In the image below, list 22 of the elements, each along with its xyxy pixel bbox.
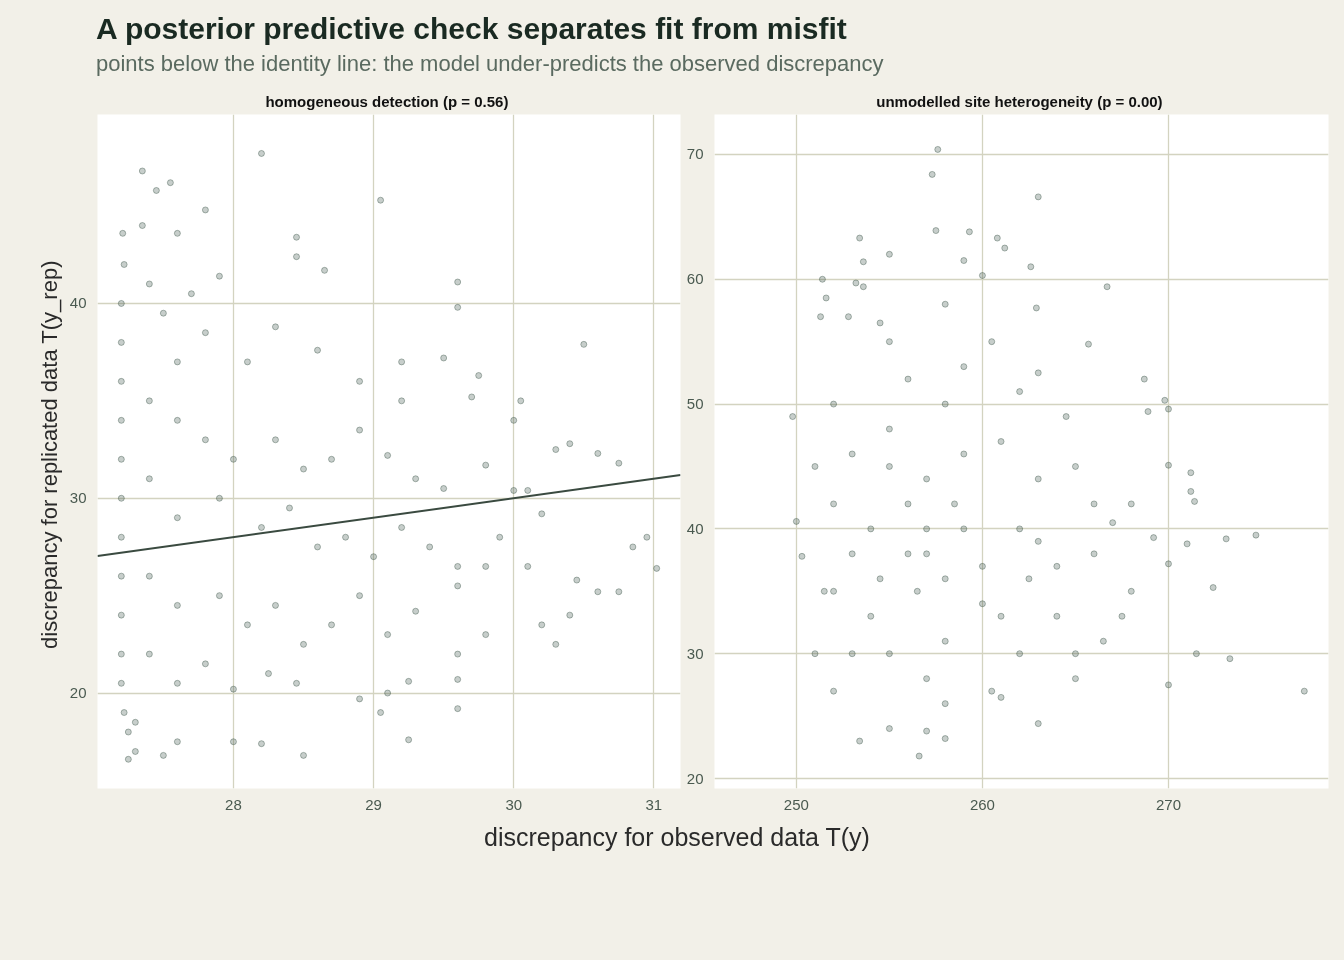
text: points below the identity line: the model under-predicts the observed discrepancy — [96, 49, 884, 78]
x-tick-label: 270 — [1155, 795, 1182, 813]
x-tick-label: 30 — [505, 795, 523, 813]
y-tick-label: 40 — [69, 294, 87, 312]
y-axis-title: discrepancy for replicated data T(y_rep) — [36, 260, 62, 650]
x-tick-label: 31 — [645, 795, 663, 813]
x-tick-label: 250 — [783, 795, 809, 813]
text: A posterior predictive check separates fit from misfit — [96, 11, 847, 47]
x-tick-label: 29 — [365, 795, 382, 813]
y-tick-label: 20 — [69, 684, 87, 702]
x-axis-title: discrepancy for observed data T(y) — [484, 822, 870, 854]
x-tick-label: 28 — [225, 795, 242, 813]
y-tick-label: 50 — [686, 395, 704, 413]
y-tick-label: 70 — [686, 145, 704, 163]
x-tick-label: 260 — [969, 795, 995, 813]
y-tick-label: 20 — [686, 769, 704, 787]
chart-title: homogeneous detection (p = 0.56) — [265, 92, 509, 110]
chart-title: unmodelled site heterogeneity (p = 0.00) — [876, 92, 1163, 110]
y-tick-label: 30 — [686, 644, 704, 662]
y-tick-label: 40 — [686, 520, 704, 538]
y-tick-label: 60 — [686, 270, 704, 288]
y-tick-label: 30 — [69, 489, 87, 507]
